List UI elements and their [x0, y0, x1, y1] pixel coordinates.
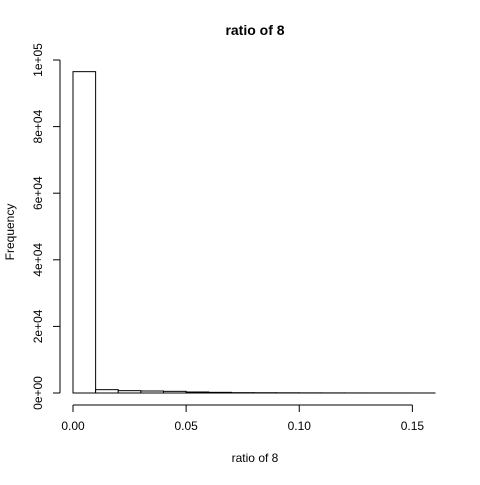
bar [73, 72, 96, 393]
y-tick-label: 0e+00 [31, 376, 45, 410]
y-tick-label: 8e+04 [31, 109, 45, 143]
x-tick-label: 0.00 [61, 419, 85, 433]
x-axis-label: ratio of 8 [232, 451, 279, 465]
x-tick-label: 0.10 [288, 419, 312, 433]
x-tick-label: 0.05 [174, 419, 198, 433]
bar [209, 392, 232, 393]
bar [186, 392, 209, 393]
x-tick-label: 0.15 [401, 419, 425, 433]
y-tick-label: 2e+04 [31, 309, 45, 343]
chart-title: ratio of 8 [225, 22, 284, 38]
bar [96, 390, 119, 393]
bar [141, 391, 164, 393]
bar [118, 391, 141, 393]
bar [164, 391, 187, 393]
y-tick-label: 1e+05 [31, 43, 45, 77]
y-axis-label: Frequency [3, 204, 17, 261]
y-tick-label: 6e+04 [31, 176, 45, 210]
y-tick-label: 4e+04 [31, 243, 45, 277]
